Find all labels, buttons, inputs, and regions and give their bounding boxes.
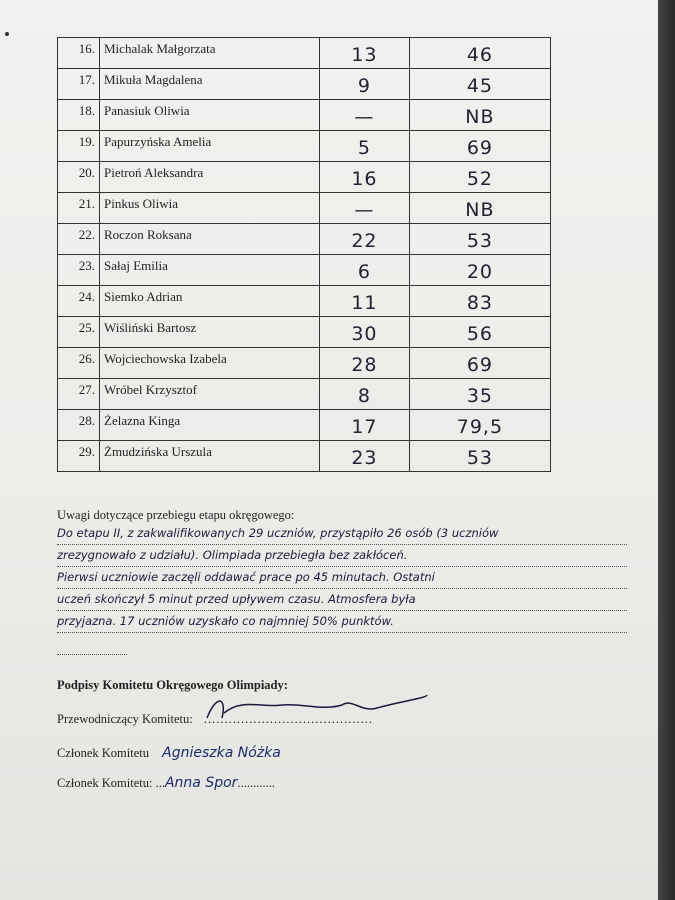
chair-signature-row: Przewodniczący Komitetu: ...............… — [57, 694, 428, 727]
score-1: — — [319, 192, 410, 224]
score-1: 17 — [319, 409, 410, 441]
row-number: 18. — [57, 99, 100, 131]
row-number: 27. — [57, 378, 100, 410]
row-number: 26. — [57, 347, 100, 379]
student-name: Panasiuk Oliwia — [99, 99, 320, 131]
note-line: Pierwsi uczniowie zaczęli oddawać prace … — [57, 567, 627, 589]
student-name: Wróbel Krzysztof — [99, 378, 320, 410]
note-line: przyjazna. 17 uczniów uzyskało co najmni… — [57, 611, 627, 633]
score-2: 56 — [408, 316, 552, 348]
student-name: Mikuła Magdalena — [99, 68, 320, 100]
score-2: NB — [408, 99, 552, 131]
note-line: Do etapu II, z zakwalifikowanych 29 uczn… — [57, 523, 627, 545]
table-row: 21. Pinkus Oliwia — NB — [57, 192, 552, 224]
notes-label: Uwagi dotyczące przebiegu etapu okręgowe… — [57, 508, 295, 522]
score-2: 83 — [408, 285, 552, 317]
row-number: 28. — [57, 409, 100, 441]
row-number: 17. — [57, 68, 100, 100]
student-name: Michalak Małgorzata — [99, 37, 320, 69]
row-number: 16. — [57, 37, 100, 69]
note-line — [57, 633, 127, 655]
member2-signature: Anna Spor — [164, 775, 238, 791]
student-name: Papurzyńska Amelia — [99, 130, 320, 162]
notes-section: Uwagi dotyczące przebiegu etapu okręgowe… — [57, 508, 627, 655]
score-2: 35 — [408, 378, 552, 410]
student-name: Siemko Adrian — [99, 285, 320, 317]
table-row: 23. Sałaj Emilia 6 20 — [57, 254, 552, 286]
row-number: 23. — [57, 254, 100, 286]
score-2: 20 — [408, 254, 552, 286]
member1-label: Członek Komitetu — [57, 746, 149, 760]
score-2: 46 — [408, 37, 552, 69]
background-edge — [658, 0, 675, 900]
table-row: 18. Panasiuk Oliwia — NB — [57, 99, 552, 131]
score-1: 22 — [319, 223, 410, 255]
score-2: 45 — [408, 68, 552, 100]
table-row: 16. Michalak Małgorzata 13 46 — [57, 37, 552, 69]
row-number: 29. — [57, 440, 100, 472]
score-2: NB — [408, 192, 552, 224]
table-row: 22. Roczon Roksana 22 53 — [57, 223, 552, 255]
score-1: — — [319, 99, 410, 131]
score-1: 23 — [319, 440, 410, 472]
student-name: Pietroń Aleksandra — [99, 161, 320, 193]
score-1: 13 — [319, 37, 410, 69]
student-name: Żmudzińska Urszula — [99, 440, 320, 472]
score-1: 11 — [319, 285, 410, 317]
table-row: 17. Mikuła Magdalena 9 45 — [57, 68, 552, 100]
row-number: 20. — [57, 161, 100, 193]
score-1: 6 — [319, 254, 410, 286]
results-table: 16. Michalak Małgorzata 13 46 17. Mikuła Magd… — [57, 37, 552, 472]
student-name: Wojciechowska Izabela — [99, 347, 320, 379]
member2-row: Członek Komitetu: ...Anna Spor..........… — [57, 775, 275, 791]
score-1: 8 — [319, 378, 410, 410]
score-2: 53 — [408, 440, 552, 472]
note-line: zrezygnowało z udziału). Olimpiada przeb… — [57, 545, 627, 567]
student-name: Żelazna Kinga — [99, 409, 320, 441]
table-row: 27. Wróbel Krzysztof 8 35 — [57, 378, 552, 410]
table-row: 25. Wiśliński Bartosz 30 56 — [57, 316, 552, 348]
score-2: 53 — [408, 223, 552, 255]
table-row: 24. Siemko Adrian 11 83 — [57, 285, 552, 317]
table-row: 20. Pietroń Aleksandra 16 52 — [57, 161, 552, 193]
score-1: 9 — [319, 68, 410, 100]
score-1: 16 — [319, 161, 410, 193]
table-row: 29. Żmudzińska Urszula 23 53 — [57, 440, 552, 472]
table-row: 19. Papurzyńska Amelia 5 69 — [57, 130, 552, 162]
score-1: 30 — [319, 316, 410, 348]
student-name: Roczon Roksana — [99, 223, 320, 255]
chair-signature — [206, 694, 428, 719]
score-1: 28 — [319, 347, 410, 379]
table-row: 26. Wojciechowska Izabela 28 69 — [57, 347, 552, 379]
member1-signature: Agnieszka Nóżka — [162, 745, 281, 761]
row-number: 19. — [57, 130, 100, 162]
score-2: 52 — [408, 161, 552, 193]
score-2: 79,5 — [408, 409, 552, 441]
chair-label: Przewodniczący Komitetu: — [57, 712, 193, 726]
member1-row: Członek Komitetu Agnieszka Nóżka — [57, 745, 281, 761]
score-2: 69 — [408, 130, 552, 162]
document-page: 16. Michalak Małgorzata 13 46 17. Mikuła Magd… — [0, 0, 658, 900]
row-number: 25. — [57, 316, 100, 348]
student-name: Pinkus Oliwia — [99, 192, 320, 224]
member2-label: Członek Komitetu: — [57, 776, 153, 790]
note-line: uczeń skończył 5 minut przed upływem cza… — [57, 589, 627, 611]
row-number: 24. — [57, 285, 100, 317]
signatures-title: Podpisy Komitetu Okręgowego Olimpiady: — [57, 678, 288, 692]
row-number: 22. — [57, 223, 100, 255]
punch-mark — [5, 32, 9, 36]
score-1: 5 — [319, 130, 410, 162]
student-name: Wiśliński Bartosz — [99, 316, 320, 348]
student-name: Sałaj Emilia — [99, 254, 320, 286]
table-row: 28. Żelazna Kinga 17 79,5 — [57, 409, 552, 441]
row-number: 21. — [57, 192, 100, 224]
score-2: 69 — [408, 347, 552, 379]
